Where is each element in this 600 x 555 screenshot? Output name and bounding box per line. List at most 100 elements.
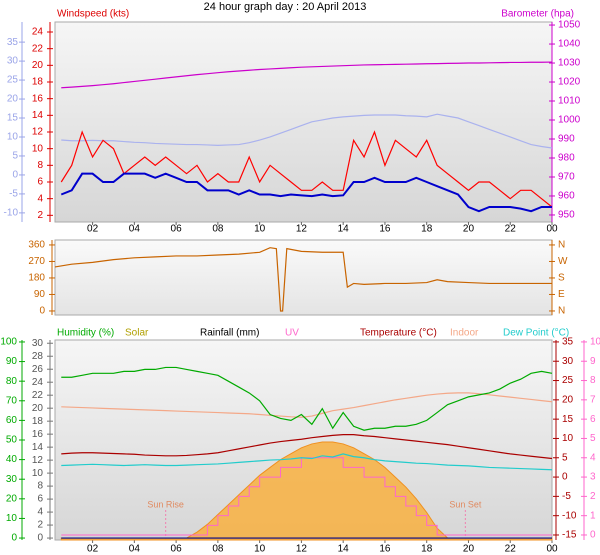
y-tick-label: 1030 xyxy=(558,58,581,69)
y-tick-label: 60 xyxy=(6,415,18,426)
y-tick-label: 30 xyxy=(7,56,19,67)
x-tick-label: 02 xyxy=(87,224,99,235)
x-tick-label: 18 xyxy=(421,544,433,555)
annotation: Sun Set xyxy=(449,499,482,509)
y-tick-label: 16 xyxy=(32,429,44,440)
y-tick-label: 15 xyxy=(7,113,19,124)
x-tick-label: 14 xyxy=(338,544,350,555)
y-tick-label: 35 xyxy=(7,37,19,48)
y-tick-label: 0 xyxy=(37,533,43,544)
line xyxy=(61,453,553,471)
y-tick-label: 6 xyxy=(590,414,596,425)
y-tick-label: 25 xyxy=(562,375,574,386)
y-tick-label: 90 xyxy=(6,356,18,367)
y-tick-label: 25 xyxy=(7,75,19,86)
y-tick-label: 20 xyxy=(6,493,18,504)
y-tick-label: W xyxy=(558,256,568,267)
y-tick-label: -5 xyxy=(562,491,571,502)
line xyxy=(61,433,553,460)
y-tick-label: 180 xyxy=(28,273,45,284)
x-tick-label: 00 xyxy=(546,544,558,555)
line xyxy=(61,366,553,431)
plot-area xyxy=(54,239,553,316)
y-tick-label: N xyxy=(558,306,565,317)
x-tick-label: 22 xyxy=(505,544,517,555)
line xyxy=(61,113,553,149)
y-tick-label: 1 xyxy=(590,510,596,521)
legend-entry: UV xyxy=(285,328,299,339)
x-tick-label: 04 xyxy=(129,224,141,235)
y-tick-label: 970 xyxy=(558,172,575,183)
y-tick-label: 18 xyxy=(32,77,44,88)
y-tick-label: S xyxy=(558,273,565,284)
y-tick-label: 980 xyxy=(558,153,575,164)
x-tick-label: 06 xyxy=(171,544,183,555)
y-tick-label: 3 xyxy=(590,472,596,483)
y-tick-label: 0 xyxy=(562,472,568,483)
y-tick-label: 20 xyxy=(32,403,44,414)
y-tick-label: N xyxy=(558,240,565,251)
y-tick-label: 950 xyxy=(558,210,575,221)
y-tick-label: 2 xyxy=(37,520,43,531)
y-tick-label: 0 xyxy=(11,533,17,544)
y-tick-label: 8 xyxy=(590,375,596,386)
x-tick-label: 12 xyxy=(296,544,308,555)
x-tick-label: 16 xyxy=(379,224,391,235)
x-tick-label: 08 xyxy=(212,224,224,235)
y-tick-label: 1050 xyxy=(558,20,581,31)
y-tick-label: 6 xyxy=(37,177,43,188)
y-tick-label: 0 xyxy=(12,170,18,181)
y-tick-label: 10 xyxy=(7,132,19,143)
y-tick-label: 10 xyxy=(590,337,600,348)
x-tick-label: 20 xyxy=(463,224,475,235)
y-tick-label: 7 xyxy=(590,394,596,405)
x-tick-label: 04 xyxy=(129,544,141,555)
y-tick-label: E xyxy=(558,289,565,300)
y-tick-label: 5 xyxy=(12,151,18,162)
y-tick-label: 5 xyxy=(590,433,596,444)
annotation: Sun Rise xyxy=(147,499,184,509)
y-tick-label: -10 xyxy=(4,208,19,219)
y-tick-label: 9 xyxy=(590,356,596,367)
y-tick-label: 20 xyxy=(562,394,574,405)
line xyxy=(60,172,552,213)
y-tick-label: 1040 xyxy=(558,39,581,50)
y-tick-label: 30 xyxy=(562,356,574,367)
legend-entry: Temperature (°C) xyxy=(360,328,437,339)
y-tick-label: 12 xyxy=(32,127,44,138)
y-tick-label: 10 xyxy=(6,513,18,524)
y-tick-label: 0 xyxy=(590,530,596,541)
line xyxy=(61,392,553,418)
y-tick-label: 4 xyxy=(590,452,596,463)
y-tick-label: 10 xyxy=(562,433,574,444)
legend-entry: Indoor xyxy=(450,328,479,339)
y-tick-label: 990 xyxy=(558,134,575,145)
x-tick-label: 06 xyxy=(171,224,183,235)
y-tick-label: 35 xyxy=(562,337,574,348)
y-tick-label: 30 xyxy=(6,474,18,485)
y-tick-label: 8 xyxy=(37,160,43,171)
line xyxy=(54,247,552,312)
line xyxy=(61,61,553,89)
y-tick-label: 50 xyxy=(6,435,18,446)
y-tick-label: 80 xyxy=(6,376,18,387)
y-tick-label: 10 xyxy=(32,143,44,154)
y-tick-label: -10 xyxy=(562,510,577,521)
y-tick-label: 16 xyxy=(32,93,44,104)
legend-entry: Solar xyxy=(125,328,149,339)
y-tick-label: 8 xyxy=(37,481,43,492)
y-tick-label: 6 xyxy=(37,494,43,505)
y-tick-label: 20 xyxy=(32,60,44,71)
x-tick-label: 08 xyxy=(212,544,224,555)
y-tick-label: 2 xyxy=(37,210,43,221)
legend-entry: Humidity (%) xyxy=(57,328,114,339)
y-tick-label: 960 xyxy=(558,191,575,202)
y-tick-label: 22 xyxy=(32,390,44,401)
x-tick-label: 14 xyxy=(338,224,350,235)
y-tick-label: 24 xyxy=(32,377,44,388)
x-tick-label: 18 xyxy=(421,224,433,235)
x-tick-label: 10 xyxy=(254,544,266,555)
y-tick-label: 30 xyxy=(32,338,44,349)
y-tick-label: -15 xyxy=(562,530,577,541)
